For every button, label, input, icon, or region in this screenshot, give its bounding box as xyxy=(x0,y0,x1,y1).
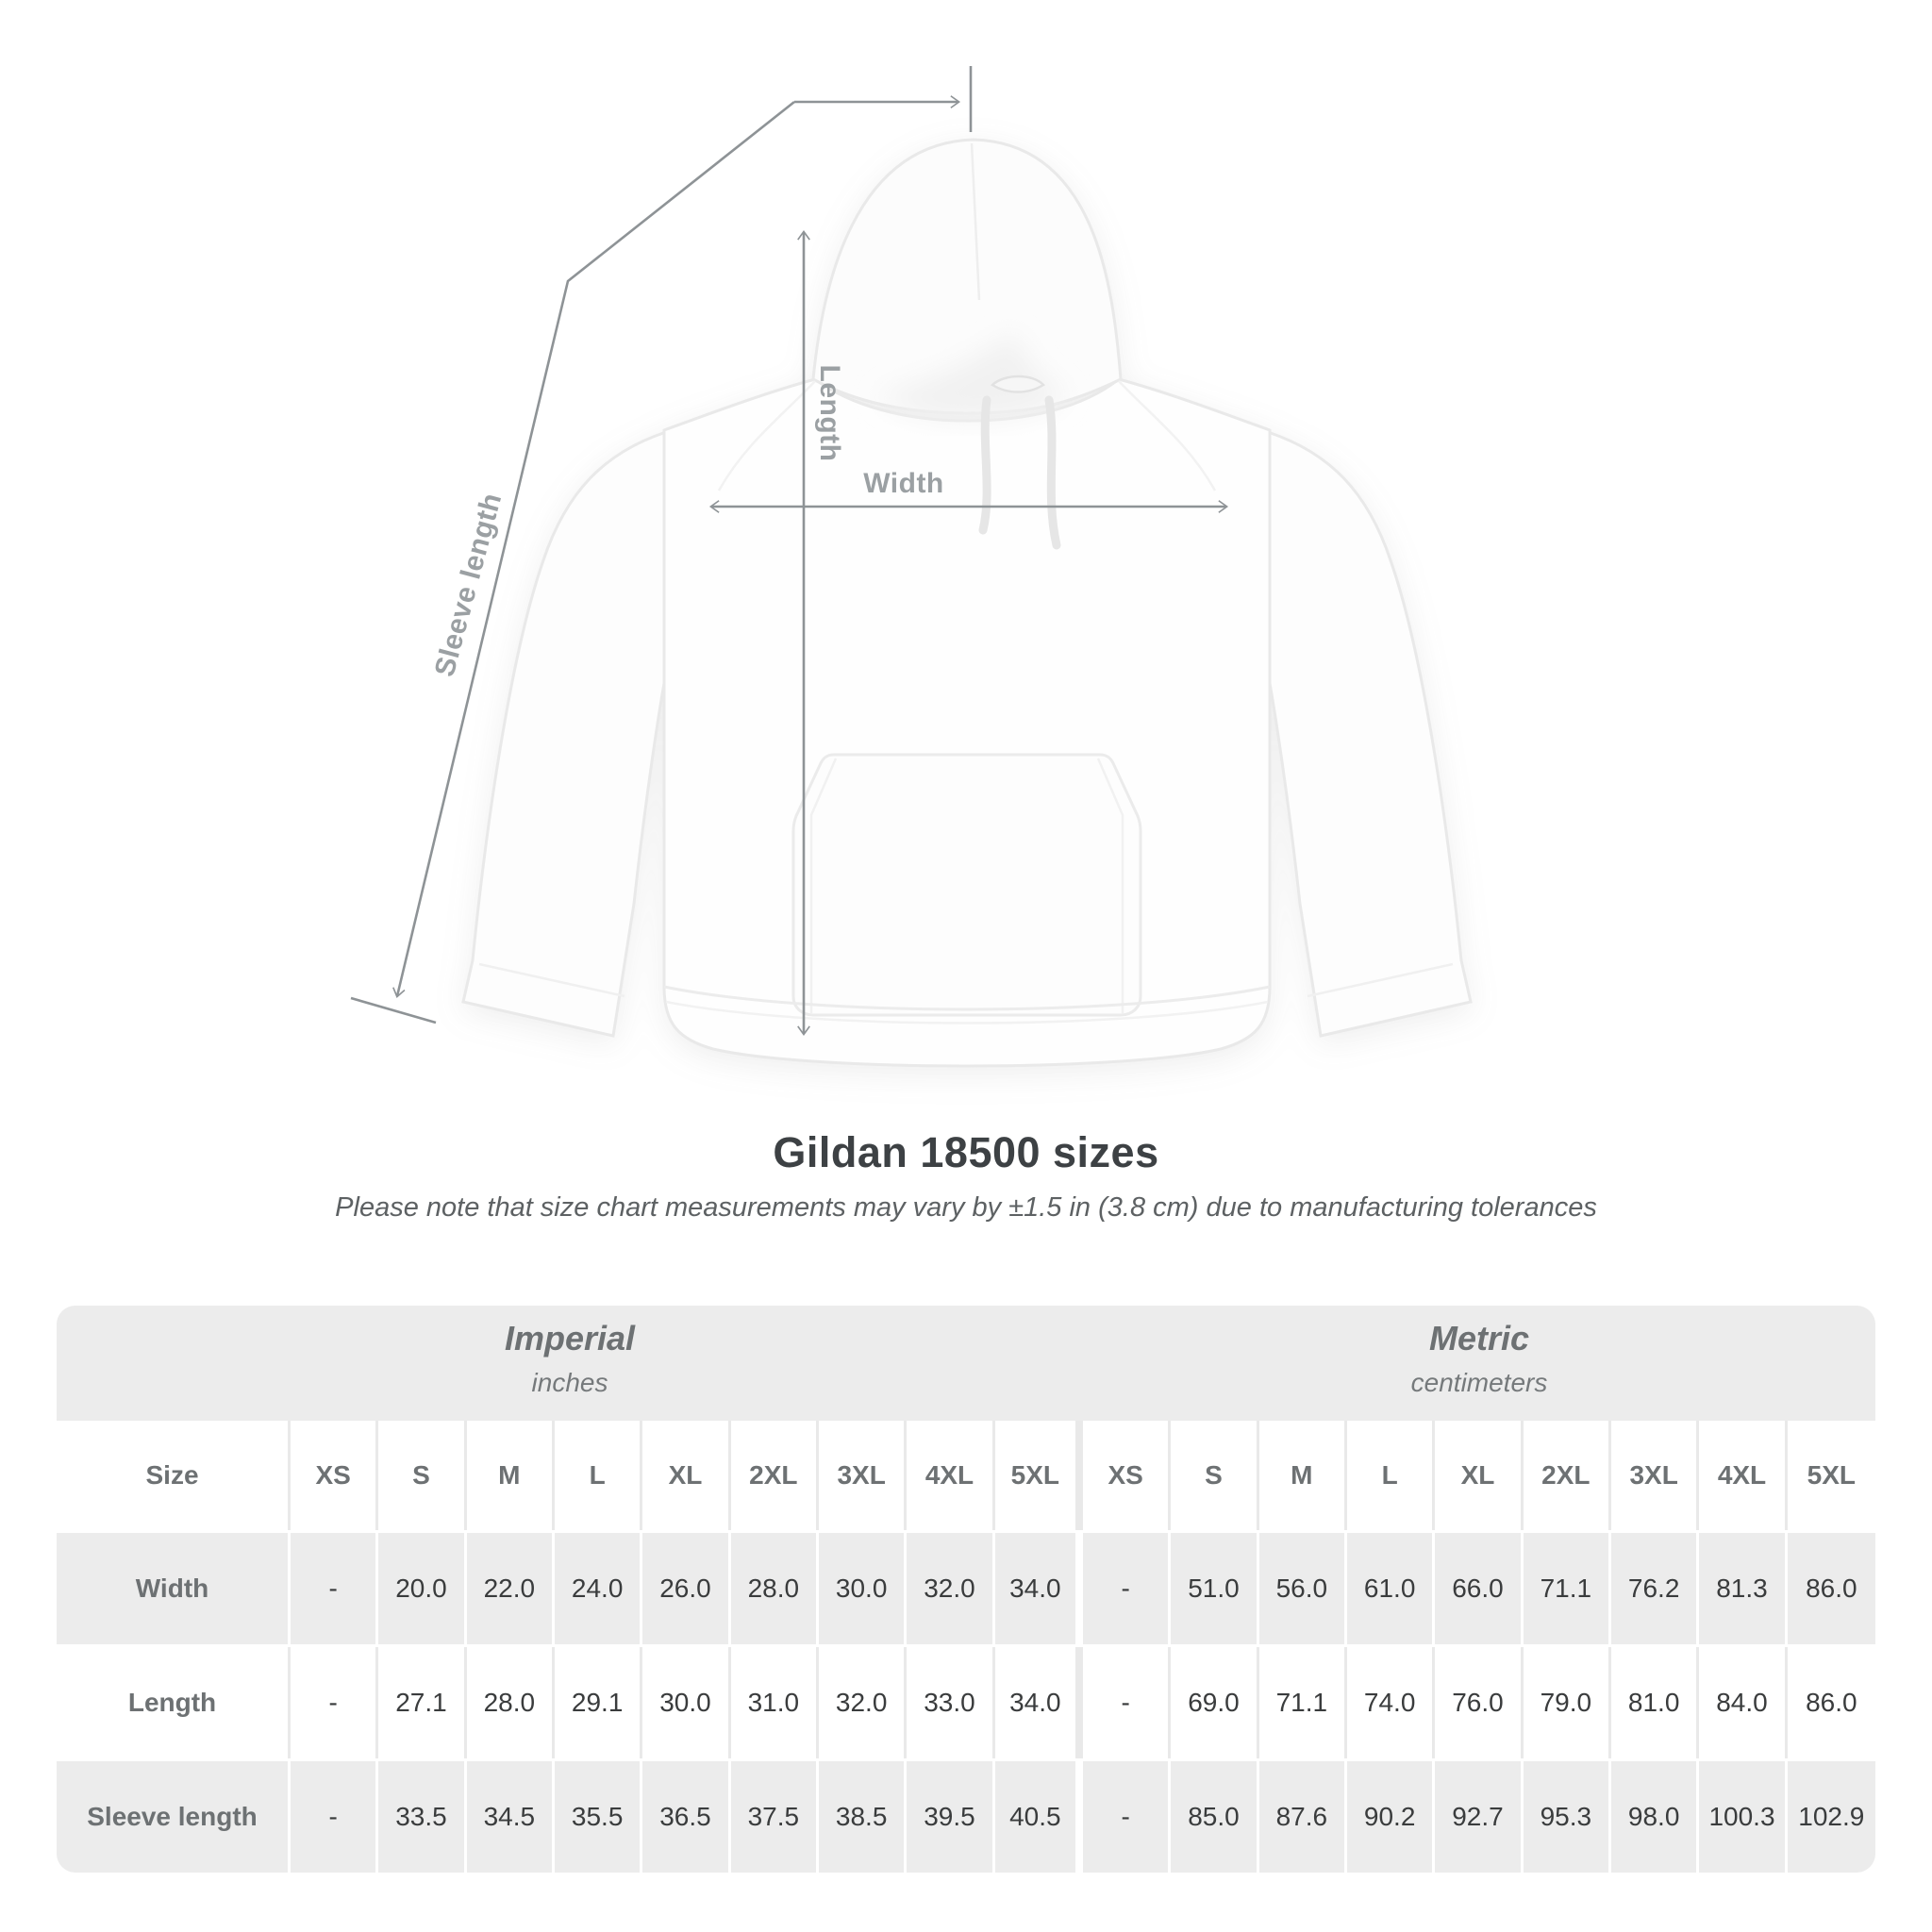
size-header-row: Size XS S M L XL 2XL 3XL 4XL 5XL XS S M … xyxy=(57,1421,1875,1530)
measurement-cell: 29.1 xyxy=(555,1647,643,1758)
measurement-cell: 100.3 xyxy=(1699,1761,1788,1873)
size-corner-header: Size xyxy=(57,1421,291,1530)
size-col-header: XL xyxy=(1435,1421,1524,1530)
size-col-header: M xyxy=(466,1421,555,1530)
imperial-section-header: Imperial inches xyxy=(57,1306,1083,1421)
measurement-cell: 32.0 xyxy=(907,1533,995,1644)
size-col-header: 2XL xyxy=(1523,1421,1611,1530)
measurement-cell: 76.2 xyxy=(1611,1533,1700,1644)
row-label: Sleeve length xyxy=(57,1761,291,1873)
table-row-length: Length - 27.1 28.0 29.1 30.0 31.0 32.0 3… xyxy=(57,1647,1875,1758)
measurement-cell: 95.3 xyxy=(1523,1761,1611,1873)
size-col-header: 4XL xyxy=(1699,1421,1788,1530)
hoodie-illustration xyxy=(350,66,1473,1068)
measurement-cell: 92.7 xyxy=(1435,1761,1524,1873)
measurement-cell: - xyxy=(1083,1533,1172,1644)
measurement-cell: 102.9 xyxy=(1787,1761,1875,1873)
measurement-cell: - xyxy=(291,1647,379,1758)
measurement-cell: - xyxy=(1083,1647,1172,1758)
measurement-cell: 86.0 xyxy=(1787,1647,1875,1758)
measurement-cell: 90.2 xyxy=(1347,1761,1436,1873)
measurement-cell: 71.1 xyxy=(1258,1647,1347,1758)
size-col-header: 4XL xyxy=(907,1421,995,1530)
measurement-cell: - xyxy=(291,1761,379,1873)
measurement-cell: 79.0 xyxy=(1523,1647,1611,1758)
measurement-cell: 38.5 xyxy=(819,1761,908,1873)
measurement-cell: 39.5 xyxy=(907,1761,995,1873)
metric-section-unit: centimeters xyxy=(1410,1368,1548,1397)
size-col-header: L xyxy=(555,1421,643,1530)
measurement-cell: 31.0 xyxy=(730,1647,819,1758)
measurement-cell: 86.0 xyxy=(1787,1533,1875,1644)
measurement-cell: 35.5 xyxy=(555,1761,643,1873)
measurement-cell: 30.0 xyxy=(642,1647,731,1758)
measurement-cell: 40.5 xyxy=(994,1761,1083,1873)
measurement-cell: 98.0 xyxy=(1611,1761,1700,1873)
measurement-cell: 22.0 xyxy=(466,1533,555,1644)
measurement-cell: 33.5 xyxy=(378,1761,467,1873)
size-col-header: M xyxy=(1258,1421,1347,1530)
measurement-cell: 32.0 xyxy=(819,1647,908,1758)
measurement-cell: 81.0 xyxy=(1611,1647,1700,1758)
measurement-cell: 34.0 xyxy=(994,1647,1083,1758)
size-col-header: 3XL xyxy=(1611,1421,1700,1530)
measurement-cell: 37.5 xyxy=(730,1761,819,1873)
table-row-sleeve-length: Sleeve length - 33.5 34.5 35.5 36.5 37.5… xyxy=(57,1761,1875,1873)
imperial-section-unit: inches xyxy=(531,1368,608,1397)
size-col-header: 5XL xyxy=(994,1421,1083,1530)
measurement-cell: 87.6 xyxy=(1258,1761,1347,1873)
metric-section-title: Metric xyxy=(1428,1319,1530,1357)
hoodie-measurement-diagram: Sleeve length Length Width xyxy=(350,66,1473,1068)
measurement-cell: 28.0 xyxy=(466,1647,555,1758)
measurement-cell: 66.0 xyxy=(1435,1533,1524,1644)
sleeve-length-line xyxy=(392,100,795,998)
sleeve-length-cuff-tick xyxy=(350,996,437,1024)
measurement-cell: 69.0 xyxy=(1171,1647,1259,1758)
measurement-cell: 34.5 xyxy=(466,1761,555,1873)
size-col-header: XS xyxy=(1083,1421,1172,1530)
measurement-cell: 56.0 xyxy=(1258,1533,1347,1644)
measurement-cell: 34.0 xyxy=(994,1533,1083,1644)
measurement-cell: 51.0 xyxy=(1171,1533,1259,1644)
measurement-cell: 71.1 xyxy=(1523,1533,1611,1644)
measurement-cell: 81.3 xyxy=(1699,1533,1788,1644)
size-col-header: S xyxy=(378,1421,467,1530)
hoodie-shape xyxy=(461,138,1473,1068)
row-label: Width xyxy=(57,1533,291,1644)
size-col-header: 2XL xyxy=(730,1421,819,1530)
size-col-header: XS xyxy=(291,1421,379,1530)
measurement-cell: 36.5 xyxy=(642,1761,731,1873)
size-col-header: L xyxy=(1347,1421,1436,1530)
row-label: Length xyxy=(57,1647,291,1758)
measurement-cell: - xyxy=(1083,1761,1172,1873)
size-col-header: 3XL xyxy=(819,1421,908,1530)
measurement-cell: 74.0 xyxy=(1347,1647,1436,1758)
measurement-cell: 28.0 xyxy=(730,1533,819,1644)
measurement-cell: 85.0 xyxy=(1171,1761,1259,1873)
measurement-cell: 33.0 xyxy=(907,1647,995,1758)
size-chart-subtitle: Please note that size chart measurements… xyxy=(335,1191,1597,1223)
measurement-cell: - xyxy=(291,1533,379,1644)
metric-section-header: Metric centimeters xyxy=(1083,1306,1875,1421)
measurement-cell: 27.1 xyxy=(378,1647,467,1758)
size-col-header: S xyxy=(1171,1421,1259,1530)
size-chart-title: Gildan 18500 sizes xyxy=(773,1128,1159,1176)
unit-section-band: Imperial inches Metric centimeters xyxy=(57,1306,1875,1421)
size-col-header: 5XL xyxy=(1787,1421,1875,1530)
width-label: Width xyxy=(863,468,944,499)
measurement-cell: 20.0 xyxy=(378,1533,467,1644)
size-col-header: XL xyxy=(642,1421,731,1530)
measurement-cell: 24.0 xyxy=(555,1533,643,1644)
hood-drawstrings xyxy=(978,375,1061,550)
imperial-section-title: Imperial xyxy=(504,1319,636,1357)
measurement-cell: 26.0 xyxy=(642,1533,731,1644)
measurement-cell: 61.0 xyxy=(1347,1533,1436,1644)
measurement-cell: 76.0 xyxy=(1435,1647,1524,1758)
table-row-width: Width - 20.0 22.0 24.0 26.0 28.0 30.0 32… xyxy=(57,1533,1875,1644)
size-table: Imperial inches Metric centimeters Size … xyxy=(57,1306,1875,1873)
measurement-cell: 84.0 xyxy=(1699,1647,1788,1758)
length-label: Length xyxy=(814,364,845,462)
size-chart-heading: Gildan 18500 sizes Please note that size… xyxy=(0,1128,1932,1224)
measurement-cell: 30.0 xyxy=(819,1533,908,1644)
